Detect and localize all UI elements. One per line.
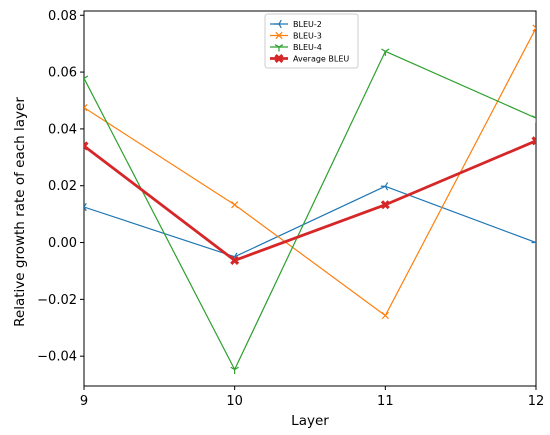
legend-item: BLEU-2 — [270, 19, 322, 29]
data-point — [230, 366, 239, 375]
legend: BLEU-2 BLEU-3 BLEU-4 Average BLEU — [264, 13, 359, 69]
legend-marker — [275, 31, 283, 40]
y-tick-label: 0.04 — [48, 122, 77, 137]
legend-item: BLEU-4 — [270, 43, 322, 52]
data-point — [84, 141, 89, 151]
legend-label: BLEU-4 — [293, 43, 322, 52]
x-axis-label: Layer — [291, 413, 329, 429]
y-tick-label: −0.02 — [37, 293, 77, 308]
data-point — [531, 241, 536, 244]
x-tick-label: 12 — [528, 394, 545, 409]
series-bleu-2 — [84, 182, 536, 261]
series-line — [84, 50, 536, 371]
legend-item: Average BLEU — [270, 53, 349, 64]
data-point — [381, 311, 389, 320]
series-bleu-4 — [84, 48, 536, 375]
y-tick-label: −0.04 — [37, 350, 77, 365]
data-point — [84, 202, 87, 212]
legend-label: BLEU-3 — [293, 32, 322, 41]
series-average-bleu — [84, 136, 536, 265]
legend-item: BLEU-3 — [270, 32, 322, 41]
x-tick-label: 10 — [226, 394, 243, 409]
series-bleu-3 — [84, 24, 536, 320]
data-point — [381, 48, 390, 56]
legend-marker — [274, 19, 282, 29]
data-point — [380, 200, 390, 210]
x-tick-label: 9 — [80, 394, 88, 409]
y-tick-label: 0.02 — [48, 179, 77, 194]
data-point — [230, 255, 240, 265]
data-point — [231, 201, 239, 209]
legend-box — [264, 13, 359, 69]
data-point — [531, 136, 536, 146]
legend-label: Average BLEU — [293, 55, 349, 64]
data-point — [84, 103, 88, 112]
plot-area: 0.08 0.06 0.04 0.02 0.00 −0.02 −0.04 9 10 11 12 BLE… — [37, 9, 544, 409]
series-line — [84, 139, 536, 262]
data-point — [531, 115, 536, 123]
legend-marker — [274, 53, 284, 64]
series-line — [84, 27, 536, 317]
data-point — [84, 75, 89, 83]
y-axis-label: Relative growth rate of each layer — [12, 97, 28, 327]
data-point — [380, 182, 389, 191]
y-tick-label: 0.00 — [48, 236, 77, 251]
y-tick-label: 0.08 — [48, 9, 77, 24]
y-tick-label: 0.06 — [48, 66, 77, 81]
data-point — [532, 24, 536, 32]
legend-label: BLEU-2 — [293, 20, 322, 29]
plot-frame — [83, 10, 537, 387]
legend-marker — [274, 44, 284, 52]
x-tick-label: 11 — [377, 394, 394, 409]
series-line — [84, 185, 536, 258]
